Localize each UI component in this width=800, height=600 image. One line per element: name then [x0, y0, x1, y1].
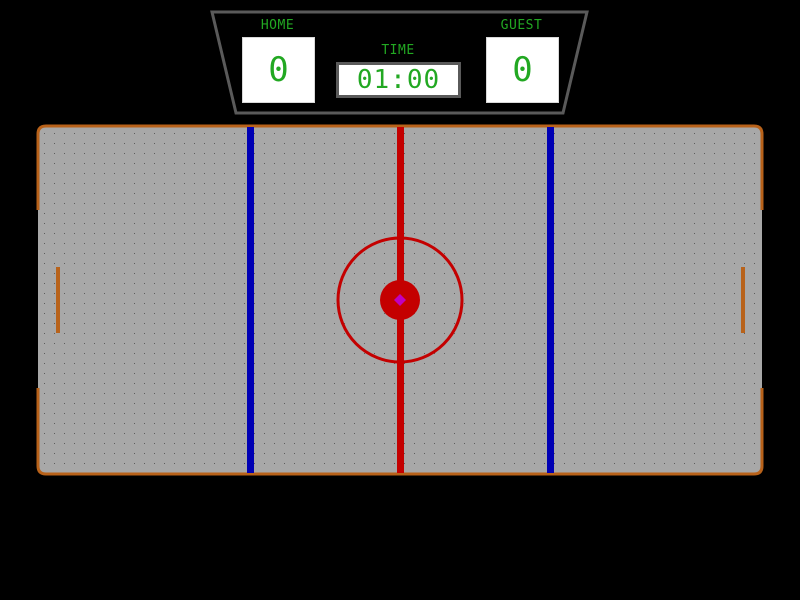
right-goal[interactable]: [741, 267, 745, 333]
left-blue-line: [247, 127, 254, 473]
home-label: HOME: [260, 18, 295, 33]
rink-board-top: [36, 124, 764, 210]
home-score: 0: [242, 37, 315, 103]
guest-score: 0: [486, 37, 559, 103]
time-label: TIME: [381, 43, 415, 58]
left-goal[interactable]: [56, 267, 60, 333]
center-face-off-circle: [336, 236, 464, 364]
guest-label: GUEST: [500, 18, 543, 33]
puck-marker[interactable]: [394, 294, 406, 306]
right-blue-line: [547, 127, 554, 473]
rink-board-bottom: [36, 388, 764, 476]
time-display: 01:00: [336, 62, 461, 98]
